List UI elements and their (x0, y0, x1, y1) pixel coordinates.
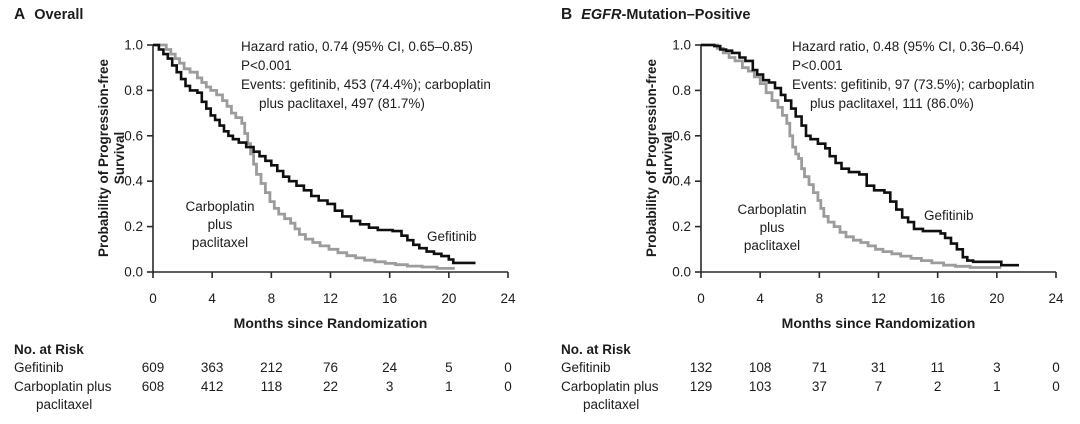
x-tick-label: 4 (208, 291, 216, 306)
risk-count: 103 (748, 379, 772, 394)
x-tick-label: 24 (1048, 291, 1064, 306)
y-tick-label: 0.8 (672, 83, 691, 98)
panel-header: A Overall (14, 6, 83, 24)
risk-count: 118 (260, 379, 283, 394)
events-text-line2: plus paclitaxel, 111 (86.0%) (810, 96, 974, 111)
panel-title: Overall (34, 7, 84, 23)
risk-count: 363 (200, 360, 224, 375)
risk-count: 37 (811, 379, 827, 394)
stats-annotation: Hazard ratio, 0.48 (95% CI, 0.36–0.64) P… (792, 37, 1034, 113)
risk-count: 2 (933, 379, 942, 394)
events-text-line1: Events: gefitinib, 453 (74.4%); carbopla… (241, 77, 491, 92)
risk-count: 1 (445, 379, 453, 394)
x-tick-label: 16 (930, 291, 945, 306)
y-tick-label: 0.0 (124, 265, 143, 280)
risk-count: 3 (385, 379, 394, 394)
x-tick-label: 12 (323, 291, 338, 306)
panel-letter: A (14, 6, 26, 23)
risk-count: 0 (1052, 360, 1060, 375)
risk-count: 132 (689, 360, 713, 375)
axes (695, 44, 1057, 278)
risk-row-label-paclitaxel: paclitaxel (36, 397, 93, 412)
y-tick-label: 0.6 (672, 128, 691, 143)
x-tick-label: 20 (441, 291, 456, 306)
p-value-text: P<0.001 (241, 58, 292, 73)
carboplatin-curve (701, 43, 1002, 269)
risk-count: 31 (870, 360, 887, 375)
risk-row-label-carboplatin: Carboplatin plus (14, 379, 112, 394)
x-axis-label: Months since Randomization (233, 315, 428, 331)
tick-labels: 1.0 0.8 0.6 0.4 0.2 0.0 0 4 8 12 16 20 24 (672, 38, 1064, 307)
axes (147, 44, 509, 278)
risk-count: 22 (322, 379, 339, 394)
gefitinib-curve-label: Gefitinib (427, 229, 477, 244)
y-tick-label: 0.2 (124, 219, 143, 234)
risk-count: 1 (993, 379, 1001, 394)
hazard-ratio-text: Hazard ratio, 0.74 (95% CI, 0.65–0.85) (241, 39, 473, 54)
risk-row-label-gefitinib: Gefitinib (14, 360, 64, 375)
tick-labels: 1.0 0.8 0.6 0.4 0.2 0.0 0 4 8 12 16 20 24 (124, 38, 516, 307)
events-text-line1: Events: gefitinib, 97 (73.5%); carboplat… (792, 77, 1035, 92)
panel-header: B EGFR-Mutation–Positive (561, 6, 750, 24)
x-tick-label: 0 (697, 291, 705, 306)
gefitinib-curve (153, 43, 476, 265)
y-tick-label: 0.6 (124, 128, 143, 143)
p-value-text: P<0.001 (792, 58, 843, 73)
risk-count: 3 (993, 360, 1001, 375)
risk-count: 412 (200, 379, 224, 394)
risk-count: 7 (874, 379, 883, 394)
y-tick-label: 0.8 (124, 83, 143, 98)
events-text-line2: plus paclitaxel, 497 (81.7%) (259, 96, 425, 111)
km-plot: 1.0 0.8 0.6 0.4 0.2 0.0 0 4 8 12 16 20 24 (672, 38, 1064, 307)
y-tick-label: 1.0 (124, 38, 143, 53)
risk-row-label-gefitinib: Gefitinib (561, 360, 611, 375)
x-tick-label: 8 (268, 291, 276, 306)
risk-table-header: No. at Risk (561, 342, 631, 357)
km-plot: 1.0 0.8 0.6 0.4 0.2 0.0 0 4 8 12 16 20 24 (124, 38, 516, 307)
x-tick-label: 0 (149, 291, 157, 306)
y-tick-label: 0.4 (124, 174, 143, 189)
risk-count: 0 (504, 360, 512, 375)
risk-count: 212 (260, 360, 283, 375)
risk-count: 24 (382, 360, 398, 375)
risk-row-label-carboplatin: Carboplatin plus (561, 379, 659, 394)
y-tick-label: 0.4 (672, 174, 691, 189)
y-tick-label: 0.2 (672, 219, 691, 234)
risk-count: 11 (930, 360, 945, 375)
panel-letter: B (561, 6, 573, 23)
x-axis-label: Months since Randomization (781, 315, 976, 331)
gefitinib-curve-label: Gefitinib (924, 208, 974, 223)
x-tick-label: 4 (756, 291, 764, 306)
x-tick-label: 16 (382, 291, 397, 306)
carboplatin-curve-label: Carboplatin plus paclitaxel (185, 199, 255, 250)
risk-row-label-paclitaxel: paclitaxel (583, 397, 640, 412)
x-tick-label: 24 (500, 291, 516, 306)
risk-count: 608 (141, 379, 165, 394)
risk-count: 108 (748, 360, 772, 375)
risk-table-header: No. at Risk (14, 342, 84, 357)
panel-egfr-mutation-positive: B EGFR-Mutation–Positive Probability of P… (540, 0, 1080, 424)
y-tick-label: 1.0 (672, 38, 691, 53)
risk-count: 71 (811, 360, 827, 375)
carboplatin-curve-label: Carboplatin plus paclitaxel (737, 202, 807, 253)
stats-annotation: Hazard ratio, 0.74 (95% CI, 0.65–0.85) P… (241, 37, 491, 113)
panel-overall: A Overall Probability of Progression-free… (14, 6, 516, 412)
y-tick-label: 0.0 (672, 265, 691, 280)
gefitinib-curve (701, 43, 1019, 267)
hazard-ratio-text: Hazard ratio, 0.48 (95% CI, 0.36–0.64) (792, 39, 1024, 54)
x-tick-label: 8 (816, 291, 824, 306)
risk-count: 0 (504, 379, 512, 394)
x-tick-label: 12 (871, 291, 886, 306)
panel-title: EGFR-Mutation–Positive (581, 7, 751, 23)
risk-count: 129 (689, 379, 713, 394)
risk-count: 5 (445, 360, 453, 375)
x-tick-label: 20 (989, 291, 1004, 306)
risk-count: 609 (141, 360, 165, 375)
carboplatin-curve (153, 43, 455, 270)
risk-count: 76 (322, 360, 339, 375)
risk-count: 0 (1052, 379, 1060, 394)
